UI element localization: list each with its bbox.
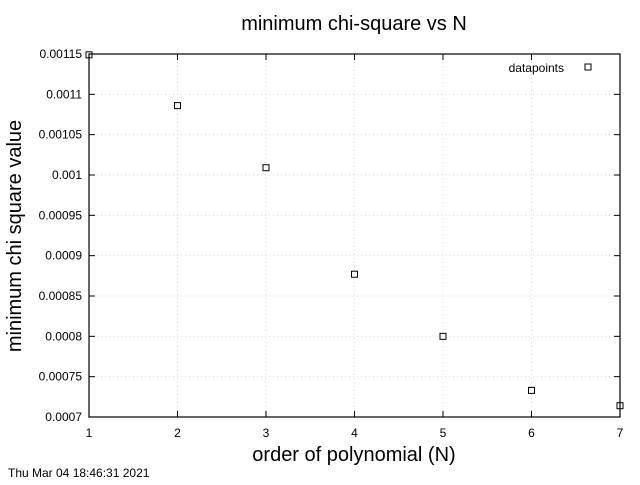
x-tick-label: 7 — [617, 426, 624, 440]
y-tick-label: 0.0011 — [46, 87, 82, 101]
x-tick-label: 1 — [86, 426, 93, 440]
x-tick-label: 3 — [263, 426, 270, 440]
chart-title: minimum chi-square vs N — [241, 13, 467, 35]
data-point — [85, 51, 93, 59]
x-tick-label: 2 — [174, 426, 181, 440]
x-tick-label: 4 — [351, 426, 358, 440]
y-tick-label: 0.0007 — [45, 410, 82, 424]
data-point — [439, 332, 447, 340]
data-point — [616, 402, 624, 410]
legend-marker — [584, 63, 592, 71]
y-tick-label: 0.0008 — [45, 329, 82, 343]
y-tick-labels: 0.0007 0.00075 0.0008 0.00085 0.0009 0.00095 0… — [39, 47, 83, 424]
y-axis-label: minimum chi square value — [4, 120, 26, 352]
x-axis-label: order of polynomial (N) — [252, 444, 455, 466]
legend-label-datapoints: datapoints — [509, 61, 564, 75]
y-tick-label: 0.00105 — [39, 128, 83, 142]
timestamp: Thu Mar 04 18:46:31 2021 — [8, 466, 150, 480]
y-tick-label: 0.00095 — [39, 208, 83, 222]
y-tick-label: 0.00115 — [40, 47, 83, 61]
x-tick-labels: 1 2 3 4 5 6 7 — [86, 426, 624, 440]
grid-lines — [89, 54, 620, 417]
data-point — [174, 102, 181, 110]
y-tick-label: 0.00075 — [39, 370, 83, 384]
data-point — [262, 164, 270, 172]
legend: datapoints — [509, 61, 592, 75]
data-point — [351, 270, 358, 278]
y-tick-label: 0.00085 — [39, 289, 83, 303]
y-tick-label: 0.0009 — [45, 249, 82, 263]
y-tick-label: 0.001 — [52, 168, 82, 182]
data-points — [85, 51, 624, 410]
x-tick-label: 6 — [528, 426, 535, 440]
data-point — [528, 386, 535, 394]
x-tick-label: 5 — [440, 426, 447, 440]
axis-ticks — [88, 53, 621, 418]
